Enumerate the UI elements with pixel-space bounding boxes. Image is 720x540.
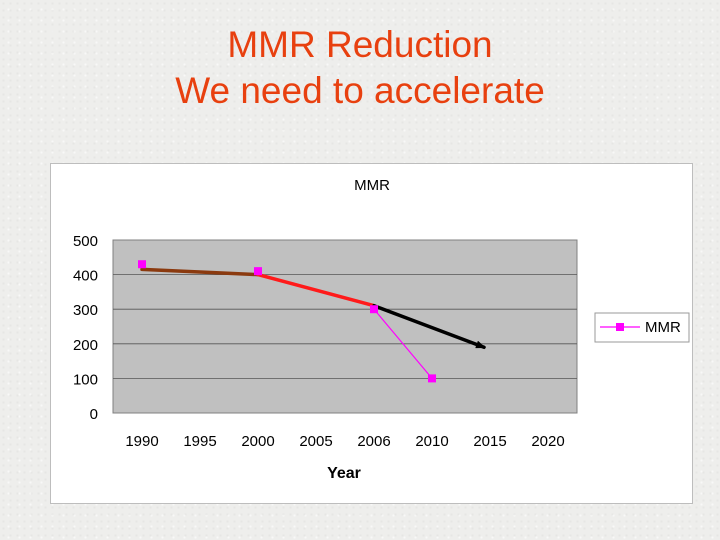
y-tick-label: 200 [73, 337, 98, 354]
series-line [373, 308, 433, 379]
y-tick-label: 100 [73, 371, 98, 388]
legend: MMR [594, 312, 690, 343]
data-point [138, 260, 146, 269]
data-point [254, 267, 262, 276]
y-tick-label: 300 [73, 302, 98, 319]
x-tick-label: 2005 [299, 433, 332, 450]
data-point [428, 374, 436, 383]
title-line-2: We need to accelerate [175, 70, 545, 111]
x-tick-label: 1990 [125, 433, 158, 450]
x-tick-label: 2010 [415, 433, 448, 450]
y-tick-label: 400 [73, 268, 98, 285]
projection-arrow [372, 303, 486, 350]
y-tick-label: 500 [73, 233, 98, 250]
x-tick-label: 1995 [183, 433, 216, 450]
trend-1990-2000 [140, 267, 260, 277]
x-axis-label: Year [327, 465, 361, 482]
slide-title: MMR Reduction We need to accelerate [0, 22, 720, 114]
title-line-1: MMR Reduction [227, 24, 493, 65]
x-tick-label: 2015 [473, 433, 506, 450]
y-tick-label: 0 [90, 406, 98, 423]
legend-label: MMR [645, 319, 681, 336]
x-tick-label: 2000 [241, 433, 274, 450]
x-tick-label: 2006 [357, 433, 390, 450]
plot-area [112, 239, 578, 414]
data-point [370, 305, 378, 314]
legend-marker [616, 323, 624, 331]
x-tick-label: 2020 [531, 433, 564, 450]
chart-title: MMR [354, 177, 390, 194]
trend-2000-2006 [256, 272, 376, 308]
